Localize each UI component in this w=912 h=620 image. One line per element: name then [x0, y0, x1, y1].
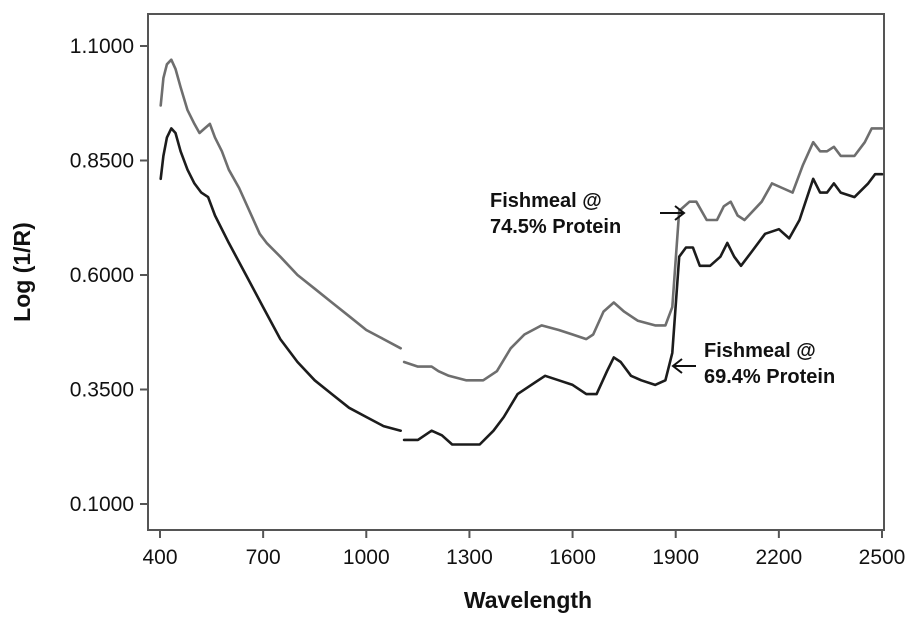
y-tick-label: 1.1000	[70, 35, 134, 58]
series-line-0-segment-1	[402, 127, 884, 382]
x-tick-label: 400	[142, 546, 177, 569]
x-tick-label: 1300	[446, 546, 493, 569]
y-tick-label: 0.1000	[70, 493, 134, 516]
y-axis-title: Log (1/R)	[9, 222, 35, 322]
series-line-0-segment-0	[159, 58, 402, 350]
x-tick-label: 1900	[652, 546, 699, 569]
x-axis: 400 700 1000 1300 1600 1900 2200 2500	[142, 530, 905, 569]
x-tick-label: 1600	[549, 546, 596, 569]
annotation-text-line: Fishmeal @	[490, 190, 602, 212]
annotation-text-line: 74.5% Protein	[490, 216, 621, 238]
series-line-1-segment-0	[159, 127, 402, 432]
y-tick-label: 0.6000	[70, 264, 134, 287]
annotation-74-5: Fishmeal @ 74.5% Protein	[490, 190, 686, 238]
annotation-arrowhead	[671, 358, 683, 374]
series-layer	[159, 58, 884, 446]
annotation-arrowhead	[674, 205, 686, 221]
y-axis: 0.1000 0.3500 0.6000 0.8500 1.1000	[70, 35, 148, 516]
series-line-1-segment-1	[402, 172, 884, 446]
x-tick-label: 2500	[859, 546, 906, 569]
x-tick-label: 700	[246, 546, 281, 569]
annotation-layer: Fishmeal @ 74.5% Protein Fishmeal @ 69.4% P…	[490, 190, 835, 388]
x-axis-title: Wavelength	[464, 587, 592, 613]
plot-frame	[147, 13, 885, 531]
y-tick-label: 0.8500	[70, 150, 134, 173]
annotation-text-line: 69.4% Protein	[704, 366, 835, 388]
annotation-text-line: Fishmeal @	[704, 340, 816, 362]
x-tick-label: 1000	[343, 546, 390, 569]
x-tick-label: 2200	[755, 546, 802, 569]
annotation-69-4: Fishmeal @ 69.4% Protein	[671, 340, 835, 388]
y-tick-label: 0.3500	[70, 379, 134, 402]
